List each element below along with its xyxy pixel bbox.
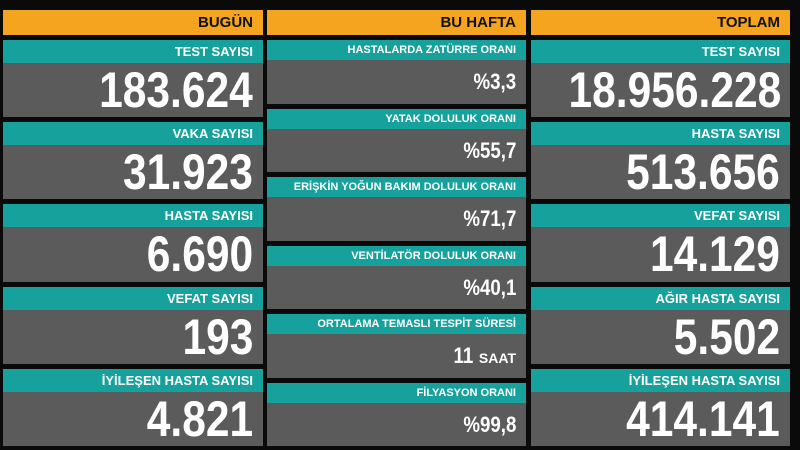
- stat-value-box: %40,1: [267, 265, 526, 309]
- stat-value-box: %3,3: [267, 60, 526, 104]
- stat-value-box: 193: [3, 308, 263, 365]
- stat-value: %3,3: [473, 69, 516, 94]
- stat-value-box: %99,8: [267, 402, 526, 446]
- stat-label: ERİŞKİN YOĞUN BAKIM DOLULUK ORANI: [267, 177, 526, 197]
- stat-value-box: 14.129: [531, 226, 790, 283]
- stat-value-box: 18.956.228: [531, 63, 790, 117]
- stat-value: 18.956.228: [568, 62, 782, 118]
- stat-value-box: 5.502: [531, 308, 790, 365]
- stat-label: VAKA SAYISI: [3, 122, 263, 146]
- stat-value: 31.923: [123, 144, 253, 201]
- stat-label: AĞIR HASTA SAYISI: [531, 286, 790, 310]
- stat-value-box: %55,7: [267, 128, 526, 172]
- stat-unit: SAAT: [478, 350, 516, 366]
- stat-value-box: 414.141: [531, 392, 790, 446]
- column-header: BU HAFTA: [267, 10, 526, 35]
- stat-value-box: 6.690: [3, 226, 263, 283]
- stat-label: HASTA SAYISI: [531, 122, 790, 146]
- stat-value: 4.821: [146, 390, 253, 447]
- stat-label: İYİLEŞEN HASTA SAYISI: [531, 368, 790, 392]
- stat-label: İYİLEŞEN HASTA SAYISI: [3, 368, 263, 392]
- stat-value-box: 11 SAAT: [267, 334, 526, 378]
- stat-value: %40,1: [462, 274, 516, 300]
- stat-value: %55,7: [462, 137, 516, 163]
- stat-value-box: %71,7: [267, 197, 526, 241]
- column-header: TOPLAM: [531, 10, 790, 35]
- stat-label: VEFAT SAYISI: [531, 204, 790, 228]
- stat-label: ORTALAMA TEMASLI TESPİT SÜRESİ: [267, 314, 526, 334]
- stat-value-box: 4.821: [3, 392, 263, 446]
- stat-value-box: 31.923: [3, 145, 263, 199]
- stat-value-box: 513.656: [531, 145, 790, 199]
- stat-label: TEST SAYISI: [531, 40, 790, 63]
- stat-value: %71,7: [462, 206, 516, 231]
- stat-value: 14.129: [650, 226, 780, 283]
- stat-label: HASTA SAYISI: [3, 204, 263, 228]
- stat-label: VEFAT SAYISI: [3, 286, 263, 310]
- stat-label: FİLYASYON ORANI: [267, 382, 526, 403]
- stat-label: VENTİLATÖR DOLULUK ORANI: [267, 245, 526, 266]
- stat-value: 5.502: [673, 308, 780, 365]
- stat-value: 6.690: [146, 226, 253, 283]
- stat-label: HASTALARDA ZATÜRRE ORANI: [267, 40, 526, 60]
- stat-value-box: 183.624: [3, 63, 263, 117]
- stat-value: 183.624: [99, 62, 253, 118]
- stat-value: 193: [182, 308, 253, 365]
- stat-value: %99,8: [462, 411, 516, 437]
- column-header: BUGÜN: [3, 10, 263, 35]
- stat-value: 11: [453, 343, 473, 368]
- stat-label: YATAK DOLULUK ORANI: [267, 108, 526, 129]
- stat-label: TEST SAYISI: [3, 40, 263, 63]
- stat-value: 414.141: [626, 390, 780, 447]
- stat-value: 513.656: [626, 144, 780, 201]
